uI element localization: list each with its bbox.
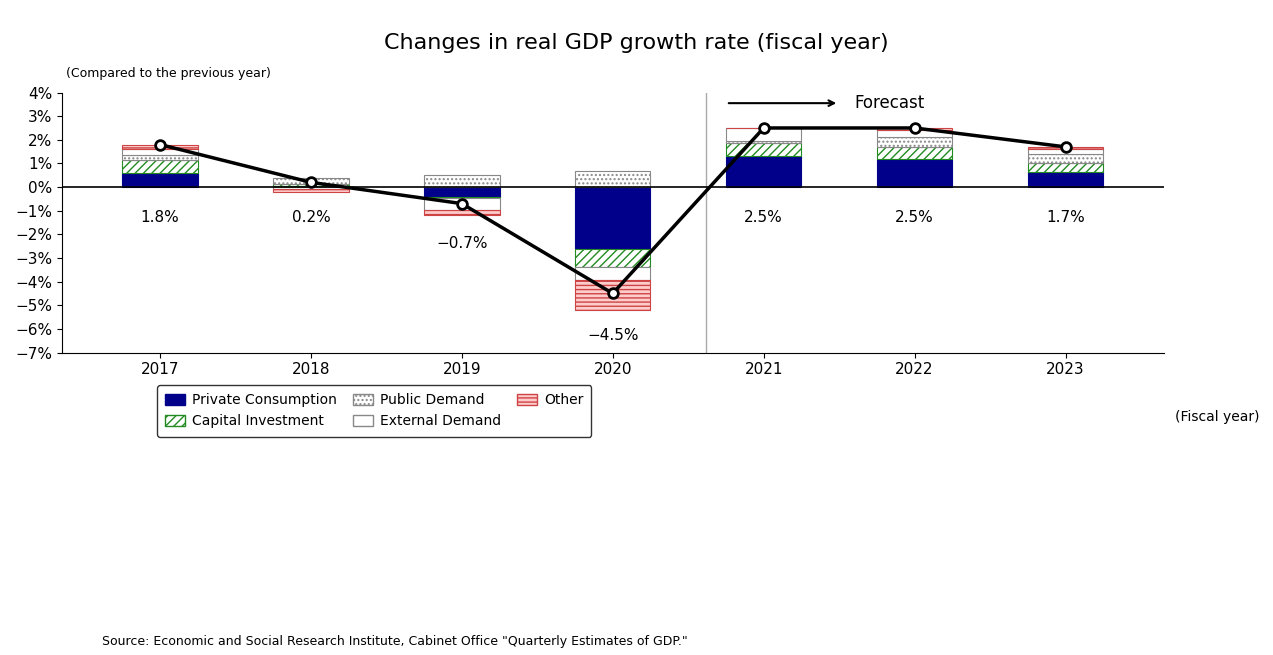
Bar (1027, 164, 1104, 172)
Bar (575, 248, 651, 267)
Bar (122, 160, 197, 173)
Bar (1027, 147, 1104, 149)
Text: −4.5%: −4.5% (587, 328, 639, 343)
Bar (274, 186, 349, 187)
Text: (Compared to the previous year): (Compared to the previous year) (66, 67, 271, 79)
Bar (575, 267, 651, 280)
Bar (1027, 172, 1104, 187)
Bar (1027, 154, 1104, 164)
Text: Source: Economic and Social Research Institute, Cabinet Office "Quarterly Estima: Source: Economic and Social Research Ins… (102, 635, 687, 648)
Text: 2.5%: 2.5% (745, 210, 783, 225)
Text: 1.7%: 1.7% (1046, 210, 1085, 225)
Bar (877, 128, 952, 130)
Bar (122, 173, 197, 187)
Text: 0.2%: 0.2% (292, 210, 330, 225)
Bar (877, 130, 952, 138)
Text: Forecast: Forecast (854, 94, 924, 112)
Bar (274, 187, 349, 189)
Text: 1.8%: 1.8% (140, 210, 179, 225)
Bar (274, 183, 349, 186)
Text: 2.5%: 2.5% (895, 210, 934, 225)
Bar (424, 196, 499, 198)
Text: Changes in real GDP growth rate (fiscal year): Changes in real GDP growth rate (fiscal … (384, 33, 889, 53)
Bar (726, 157, 802, 187)
Bar (424, 187, 499, 196)
Legend: Private Consumption, Capital Investment, Public Demand, External Demand, Other: Private Consumption, Capital Investment,… (157, 385, 592, 437)
Bar (424, 198, 499, 210)
Bar (877, 138, 952, 147)
Bar (1027, 149, 1104, 154)
Bar (424, 176, 499, 187)
Bar (122, 145, 197, 149)
Bar (877, 147, 952, 159)
Bar (575, 170, 651, 187)
Text: −0.7%: −0.7% (437, 236, 488, 252)
Bar (274, 189, 349, 192)
Bar (424, 210, 499, 215)
Bar (575, 280, 651, 310)
Text: (Fiscal year): (Fiscal year) (1175, 410, 1259, 424)
Bar (726, 141, 802, 143)
Bar (726, 143, 802, 157)
Bar (274, 178, 349, 183)
Bar (877, 159, 952, 187)
Bar (575, 187, 651, 248)
Bar (122, 149, 197, 155)
Bar (122, 155, 197, 160)
Bar (726, 128, 802, 141)
